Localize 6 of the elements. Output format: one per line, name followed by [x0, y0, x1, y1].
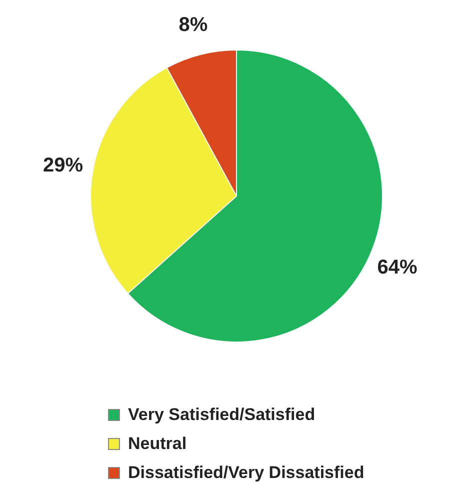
legend-label: Very Satisfied/Satisfied: [128, 404, 316, 424]
legend-label: Dissatisfied/Very Dissatisfied: [128, 462, 364, 482]
legend-label: Neutral: [128, 434, 187, 454]
data-label: 64%: [377, 256, 418, 278]
data-label: 8%: [178, 14, 208, 36]
data-label: 29%: [43, 154, 84, 177]
